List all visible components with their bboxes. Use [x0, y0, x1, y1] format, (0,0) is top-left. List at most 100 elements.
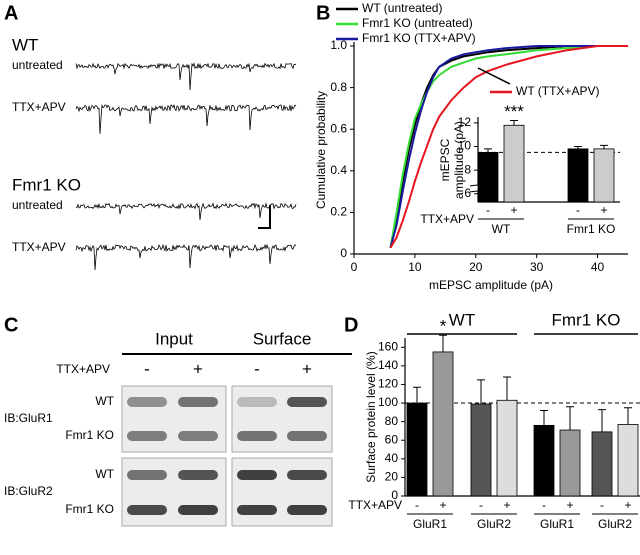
category-label: +: [439, 498, 446, 512]
band: [287, 431, 327, 441]
error-bar: [413, 386, 421, 404]
series-line: [389, 45, 628, 248]
panel-label: C: [4, 314, 18, 336]
category-label: +: [624, 498, 631, 512]
bar: [432, 351, 454, 497]
band: [127, 397, 167, 407]
group-label: GluR1: [413, 517, 447, 531]
column-header: Surface: [253, 329, 312, 348]
y-tick-label: 60: [385, 432, 399, 446]
bar: [567, 148, 589, 203]
y-axis-label: amplitude (pA): [452, 121, 466, 199]
legend-entry: WT (untreated): [362, 1, 442, 15]
band: [178, 431, 218, 441]
band: [127, 431, 167, 441]
y-tick-label: 140: [378, 358, 398, 372]
row-label: WT: [95, 394, 114, 408]
x-tick-label: 40: [591, 260, 605, 274]
error-bar: [439, 334, 447, 352]
row-label: Fmr1 KO: [65, 428, 114, 442]
group-label: Fmr1 KO: [552, 310, 621, 329]
bar: [559, 429, 581, 497]
category-label: -: [542, 498, 546, 512]
band: [237, 470, 277, 480]
error-bar: [566, 406, 574, 431]
x-tick-label: 20: [469, 260, 483, 274]
treatment-label: TTX+APV: [56, 362, 110, 376]
blot: [231, 385, 333, 453]
bar: [470, 403, 492, 497]
band: [237, 505, 277, 515]
category-label: -: [415, 498, 419, 512]
category-label: +: [600, 203, 607, 217]
y-axis-label: Cumulative probability: [314, 91, 328, 209]
y-tick-label: 160: [378, 339, 398, 353]
x-tick-label: 30: [530, 260, 544, 274]
y-tick-label: 80: [385, 414, 399, 428]
error-bar: [624, 407, 632, 425]
x-tick-label: 0: [351, 260, 358, 274]
bar: [617, 424, 639, 497]
bar: [503, 124, 525, 203]
panel-label: A: [4, 2, 18, 24]
category-label: +: [503, 498, 510, 512]
band: [127, 505, 167, 515]
trace: [75, 103, 297, 135]
series-line: [389, 45, 628, 249]
band: [237, 431, 277, 441]
x-axis-label: mEPSC amplitude (pA): [429, 278, 553, 292]
antibody-label: IB:GluR1: [4, 411, 53, 425]
y-axis-label: Surface protein level (%): [364, 351, 378, 482]
y-tick-label: 10: [458, 139, 472, 153]
row-label: TTX+APV: [12, 240, 66, 254]
series-line: [389, 45, 628, 249]
legend-entry: Fmr1 KO (TTX+APV): [362, 31, 476, 45]
y-tick-label: 0.8: [330, 80, 347, 94]
band: [178, 397, 218, 407]
band: [287, 397, 327, 407]
error-bar: [574, 146, 582, 149]
band: [287, 470, 327, 480]
group-title: Fmr1 KO: [12, 175, 81, 194]
error-bar: [503, 376, 511, 401]
x-tick-label: 10: [408, 260, 422, 274]
lane-label: +: [193, 359, 203, 378]
legend-entry: Fmr1 KO (untreated): [362, 16, 473, 30]
y-tick-label: 0.2: [330, 205, 347, 219]
band: [237, 397, 277, 407]
error-bar: [484, 148, 492, 153]
group-label: WT: [449, 310, 475, 329]
error-bar: [540, 409, 548, 426]
y-tick-label: 0.6: [330, 121, 347, 135]
row-label: TTX+APV: [12, 100, 66, 114]
trace: [76, 202, 297, 221]
y-tick-label: 0: [391, 488, 398, 502]
group-label: GluR1: [540, 517, 574, 531]
row-label: untreated: [12, 58, 63, 72]
y-tick-label: 40: [385, 451, 399, 465]
trace: [75, 243, 297, 271]
callout-line: [477, 67, 511, 85]
category-label: -: [600, 498, 604, 512]
row-label: untreated: [12, 198, 63, 212]
category-label: -: [486, 203, 490, 217]
row-label: Fmr1 KO: [65, 502, 114, 516]
category-label: +: [510, 203, 517, 217]
y-tick-label: 8: [464, 162, 471, 176]
treatment-label: TTX+APV: [420, 212, 474, 226]
y-tick-label: 0: [340, 246, 347, 260]
column-header: Input: [155, 329, 193, 348]
scale-bar: [258, 205, 271, 229]
y-tick-label: 1.0: [330, 38, 347, 52]
band: [127, 470, 167, 480]
lane-label: -: [254, 359, 260, 378]
treatment-label: TTX+APV: [348, 498, 402, 512]
band: [178, 470, 218, 480]
group-label: Fmr1 KO: [567, 222, 616, 236]
row-label: WT: [95, 467, 114, 481]
group-label: WT: [492, 222, 511, 236]
significance: *: [440, 317, 447, 336]
bar: [591, 431, 613, 497]
band: [287, 505, 327, 515]
